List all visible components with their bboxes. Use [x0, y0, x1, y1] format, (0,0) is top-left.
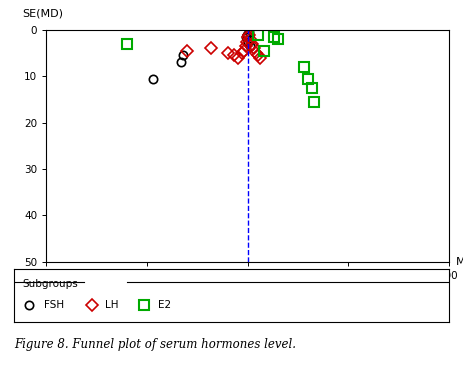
Text: FSH: FSH	[44, 300, 64, 310]
Text: Figure 8. Funnel plot of serum hormones level.: Figure 8. Funnel plot of serum hormones …	[14, 338, 296, 351]
Text: Subgroups: Subgroups	[23, 279, 78, 289]
Text: E2: E2	[157, 300, 171, 310]
Text: LH: LH	[105, 300, 119, 310]
Y-axis label: SE(MD): SE(MD)	[22, 8, 63, 18]
X-axis label: MD: MD	[456, 257, 463, 267]
